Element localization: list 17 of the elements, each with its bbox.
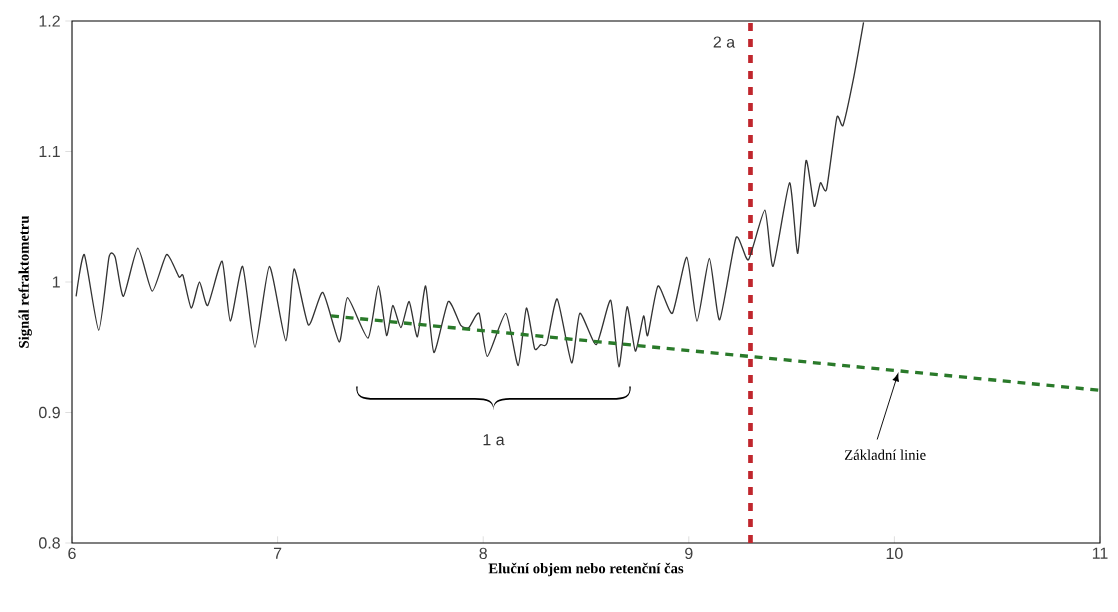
x-tick-label: 11 xyxy=(1092,547,1108,559)
y-tick-label: 1.1 xyxy=(39,146,60,157)
annotation: 1 a xyxy=(483,434,505,446)
annotation: Základní linie xyxy=(844,449,926,460)
ref-line-label: 2 a xyxy=(713,36,736,48)
x-tick-label: 7 xyxy=(273,547,282,559)
y-axis-title: Signál refraktometru xyxy=(18,215,32,348)
x-tick-label: 10 xyxy=(886,547,903,560)
x-axis-title: Eluční objem nebo retenční čas xyxy=(488,562,684,577)
line-series xyxy=(75,21,865,368)
x-tick-label: 9 xyxy=(685,547,693,560)
y-tick-label: 1 xyxy=(52,276,60,288)
x-tick-label: 6 xyxy=(68,547,76,560)
y-tick-label: 1.2 xyxy=(39,15,60,27)
y-tick-label: 0.8 xyxy=(39,537,60,549)
x-tick-label: 8 xyxy=(479,547,487,560)
y-tick-label: 0.9 xyxy=(39,406,60,419)
